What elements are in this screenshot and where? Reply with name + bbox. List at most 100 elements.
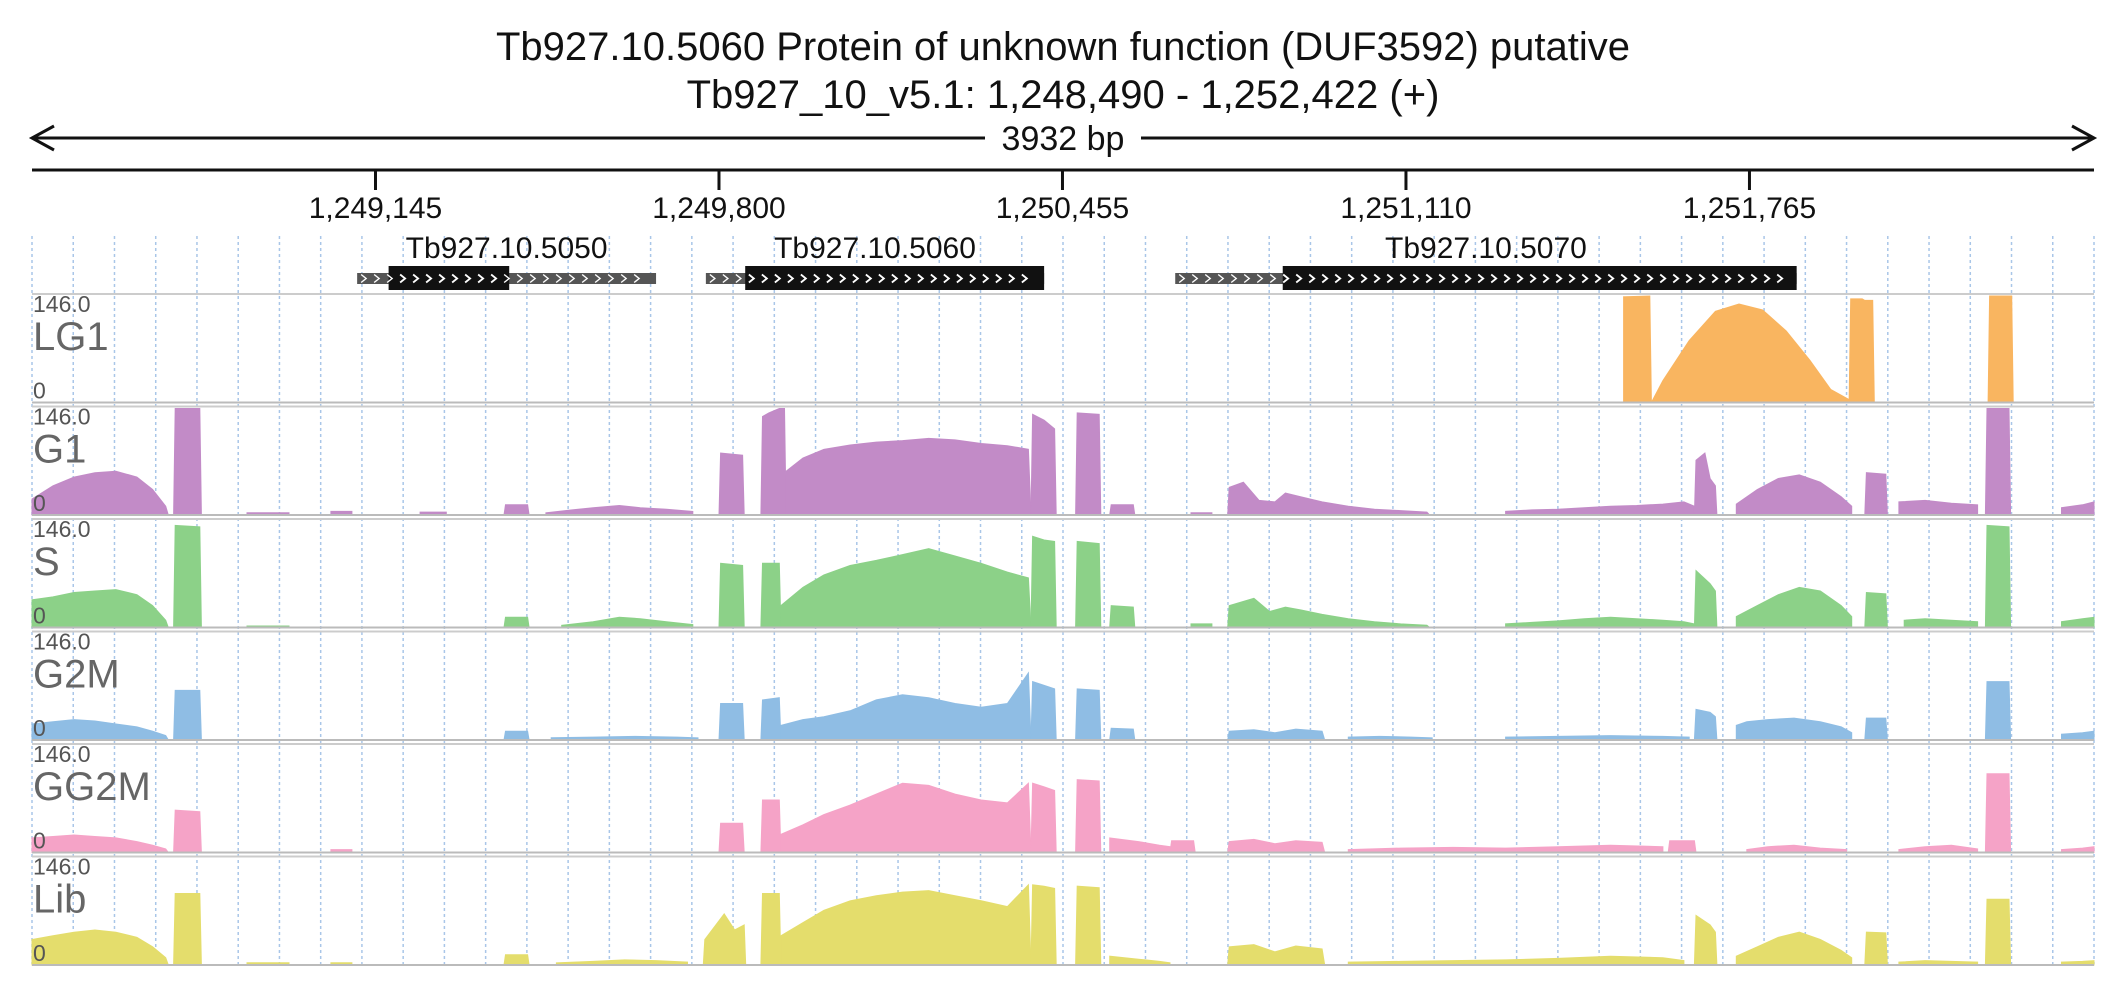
coverage-area	[1984, 773, 2012, 853]
strand-arrow	[1516, 273, 1524, 284]
chart-title: Tb927.10.5060 Protein of unknown functio…	[496, 25, 1630, 69]
strand-arrow	[594, 273, 602, 284]
strand-arrow	[1230, 273, 1238, 284]
coverage-area	[780, 883, 1032, 966]
strand-arrow	[1776, 273, 1784, 284]
strand-arrow	[1685, 273, 1693, 284]
axis-ticks: 1,249,145 1,249,800 1,250,455 1,251,110 1,25…	[309, 170, 1816, 225]
strand-arrow	[425, 273, 433, 284]
track-min-label: 0	[33, 940, 46, 966]
strand-arrow	[969, 273, 977, 284]
track-name: GG2M	[33, 765, 151, 809]
coverage-area	[1735, 474, 1853, 516]
strand-arrow	[1620, 273, 1628, 284]
coverage-area	[780, 548, 1032, 628]
strand-arrow	[412, 273, 420, 284]
coverage-area	[1227, 597, 1432, 628]
track-max-label: 146.0	[33, 291, 91, 317]
coverage-area	[1109, 504, 1136, 516]
strand-arrow	[1581, 273, 1589, 284]
gene-model[interactable]: Tb927.10.5060	[705, 232, 1045, 290]
strand-arrow	[1425, 273, 1433, 284]
coverage-area	[2061, 730, 2095, 741]
coverage-area	[1075, 688, 1102, 741]
gene-models: Tb927.10.5050 Tb927.10.5060 Tb927.10.5070	[357, 232, 1797, 290]
coverage-area	[173, 408, 202, 516]
track-max-label: 146.0	[33, 741, 91, 767]
strand-arrow	[1763, 273, 1771, 284]
strand-arrow	[1672, 273, 1680, 284]
coverage-track: 146.0 0 Lib	[31, 854, 2095, 966]
coverage-area	[718, 452, 745, 516]
coverage-area	[760, 697, 782, 741]
coverage-area	[1898, 499, 1979, 516]
strand-arrow	[451, 273, 459, 284]
gene-model[interactable]: Tb927.10.5050	[357, 232, 657, 290]
coverage-area	[31, 929, 170, 966]
coverage-area	[173, 524, 202, 628]
strand-arrow	[555, 273, 563, 284]
coverage-area	[1848, 298, 1875, 403]
coverage-area	[1693, 569, 1718, 628]
axis-tick-label: 1,251,765	[1683, 192, 1816, 225]
coverage-area	[1227, 944, 1326, 966]
strand-arrow	[1646, 273, 1654, 284]
coverage-area	[1227, 728, 1326, 741]
coverage-area	[1227, 838, 1326, 853]
coverage-area	[1109, 955, 1171, 966]
strand-arrow	[438, 273, 446, 284]
strand-arrow	[826, 273, 834, 284]
coverage-area	[1864, 931, 1888, 966]
strand-arrow	[1438, 273, 1446, 284]
strand-arrow	[1360, 273, 1368, 284]
coverage-area	[1898, 844, 1979, 853]
strand-arrow	[748, 273, 756, 284]
strand-arrow	[1269, 273, 1277, 284]
axis-tick-label: 1,249,145	[309, 192, 442, 225]
track-max-label: 146.0	[33, 516, 91, 542]
strand-arrow	[1633, 273, 1641, 284]
span-indicator: 3932 bp	[28, 118, 2098, 158]
strand-arrow	[1737, 273, 1745, 284]
coverage-area	[1347, 844, 1664, 853]
coverage-track: 146.0 0 LG1	[32, 291, 2094, 404]
coverage-area	[1030, 535, 1057, 628]
coverage-area	[780, 782, 1032, 853]
coverage-area	[31, 470, 169, 516]
gene-model[interactable]: Tb927.10.5070	[1175, 232, 1797, 290]
strand-arrow	[774, 273, 782, 284]
coverage-area	[1984, 681, 2012, 741]
coverage-area	[718, 703, 745, 741]
track-min-label: 0	[33, 828, 46, 854]
coverage-area	[718, 822, 745, 853]
gene-cds	[745, 266, 1045, 290]
coverage-tracks: 146.00LG1146.00G1146.00S146.00G2M146.00G…	[31, 291, 2095, 966]
strand-arrow	[1529, 273, 1537, 284]
coverage-area	[173, 809, 202, 853]
strand-arrow	[1724, 273, 1732, 284]
strand-arrow	[839, 273, 847, 284]
track-min-label: 0	[33, 490, 46, 516]
strand-arrow	[464, 273, 472, 284]
track-min-label: 0	[33, 603, 46, 629]
coverage-area	[785, 437, 1032, 516]
coverage-area	[1735, 586, 1853, 628]
coverage-area	[1169, 840, 1196, 853]
strand-arrow	[516, 273, 524, 284]
coverage-area	[1984, 408, 2012, 516]
coverage-area	[1984, 524, 2012, 628]
gene-label: Tb927.10.5070	[1385, 232, 1587, 265]
coverage-area	[31, 589, 170, 628]
coverage-area	[1109, 837, 1171, 853]
strand-arrow	[943, 273, 951, 284]
strand-arrow	[995, 273, 1003, 284]
track-min-label: 0	[33, 715, 46, 741]
strand-arrow	[360, 273, 368, 284]
strand-arrow	[490, 273, 498, 284]
strand-arrow	[1568, 273, 1576, 284]
strand-arrow	[581, 273, 589, 284]
strand-arrow	[917, 273, 925, 284]
coverage-area	[173, 893, 202, 966]
coverage-area	[1693, 914, 1718, 966]
